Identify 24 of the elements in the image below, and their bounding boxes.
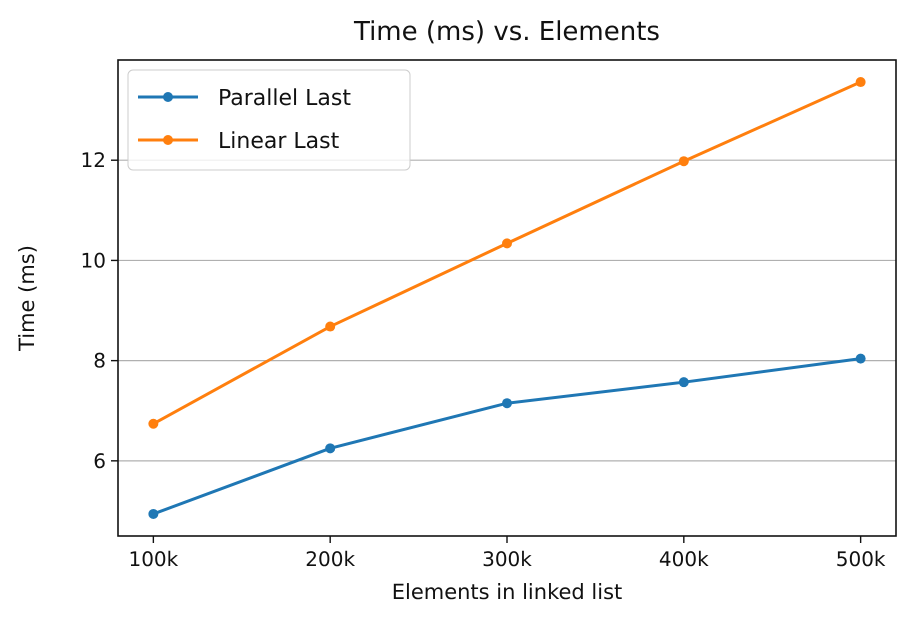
y-tick-label: 10 — [80, 248, 106, 272]
point — [502, 398, 512, 408]
chart-title: Time (ms) vs. Elements — [353, 17, 660, 47]
point — [148, 508, 158, 519]
x-tick-label: 500k — [836, 547, 886, 571]
point — [502, 238, 512, 248]
y-tick-label: 8 — [93, 348, 106, 373]
point — [325, 322, 336, 332]
point — [148, 418, 158, 429]
y-axis-title: Time (ms) — [15, 245, 39, 352]
point — [325, 443, 336, 454]
x-tick-label: 300k — [482, 547, 532, 571]
point — [678, 156, 689, 166]
x-axis-title: Elements in linked list — [392, 580, 622, 604]
x-tick-label: 200k — [305, 547, 356, 571]
y-tick-label: 12 — [80, 148, 106, 172]
legend-label: Linear Last — [218, 129, 340, 154]
point — [856, 354, 866, 364]
point — [678, 377, 689, 388]
x-tick-label: 400k — [658, 547, 710, 571]
y-tick-label: 6 — [93, 448, 106, 473]
x-tick-label: 100k — [128, 547, 179, 571]
legend-label: Parallel Last — [218, 86, 352, 111]
point — [856, 77, 866, 88]
